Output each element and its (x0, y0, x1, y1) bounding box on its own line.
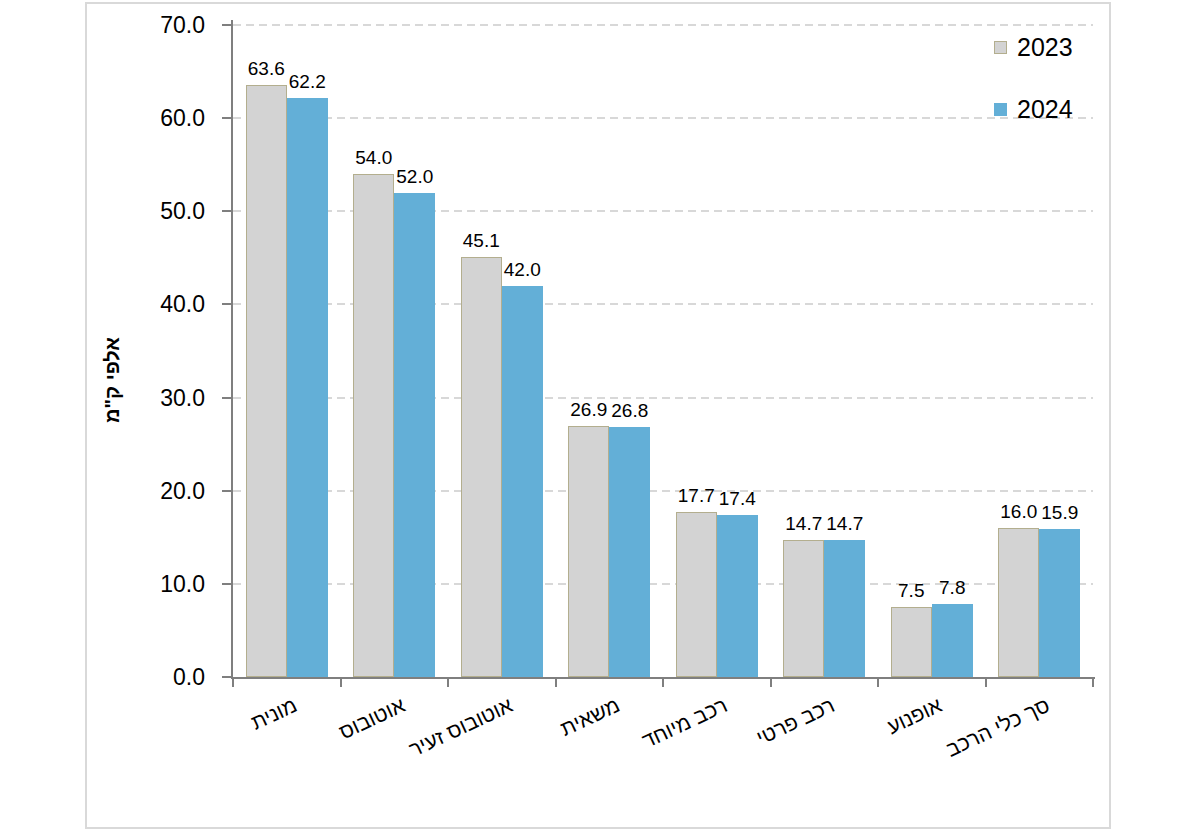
y-axis-tick (222, 303, 231, 305)
y-axis-tick (222, 24, 231, 26)
gridline (233, 117, 1093, 119)
bar-2024-7 (1039, 529, 1080, 677)
bar-chart: 0.010.020.030.040.050.060.070.0 63.662.2… (0, 0, 1200, 835)
y-axis-tick (222, 210, 231, 212)
x-axis-tick (1092, 679, 1094, 687)
legend-label-2024: 2024 (1017, 96, 1073, 122)
y-tick-label: 60.0 (110, 104, 205, 132)
y-axis-title: אלפי ק"מ (101, 337, 124, 423)
value-label-2024: 17.4 (700, 488, 774, 510)
bar-2024-1 (394, 193, 435, 677)
y-tick-label: 40.0 (110, 290, 205, 318)
x-axis-tick (877, 679, 879, 687)
value-label-2024: 14.7 (808, 513, 882, 535)
value-label-2024: 42.0 (485, 259, 559, 281)
bar-2024-5 (824, 540, 865, 677)
bar-2023-0 (246, 85, 287, 677)
y-axis-tick (222, 676, 231, 678)
y-tick-label: 10.0 (110, 570, 205, 598)
gridline (233, 24, 1093, 26)
y-axis-tick (222, 117, 231, 119)
y-axis-tick (222, 490, 231, 492)
bar-2024-0 (287, 98, 328, 677)
value-label-2024: 52.0 (378, 166, 452, 188)
bar-2023-2 (461, 257, 502, 677)
y-tick-label: 70.0 (110, 11, 205, 39)
x-axis-tick (985, 679, 987, 687)
x-axis-tick (662, 679, 664, 687)
bar-2023-3 (568, 426, 609, 677)
value-label-2024: 15.9 (1023, 502, 1097, 524)
bar-2024-6 (932, 604, 973, 677)
x-axis-tick (340, 679, 342, 687)
y-axis-line (231, 20, 233, 679)
value-label-2024: 7.8 (915, 577, 989, 599)
value-label-2023: 45.1 (444, 230, 518, 252)
bar-2023-7 (998, 528, 1039, 677)
legend-item-2023: 2023 (994, 34, 1073, 60)
y-axis-tick (222, 397, 231, 399)
value-label-2024: 26.8 (593, 400, 667, 422)
bar-2024-4 (717, 515, 758, 677)
x-axis-tick (232, 679, 234, 687)
bar-2023-1 (353, 174, 394, 677)
y-tick-label: 0.0 (110, 663, 205, 691)
x-axis-tick (770, 679, 772, 687)
bar-2024-3 (609, 427, 650, 677)
bar-2023-5 (783, 540, 824, 677)
y-axis-tick (222, 583, 231, 585)
bar-2023-4 (676, 512, 717, 677)
y-tick-label: 30.0 (110, 384, 205, 412)
x-axis-tick (447, 679, 449, 687)
y-tick-label: 50.0 (110, 197, 205, 225)
legend-swatch-2023 (994, 41, 1007, 54)
y-tick-label: 20.0 (110, 477, 205, 505)
legend-swatch-2024 (994, 103, 1007, 116)
bar-2023-6 (891, 607, 932, 677)
bar-2024-2 (502, 286, 543, 677)
legend-label-2023: 2023 (1017, 34, 1073, 60)
legend-item-2024: 2024 (994, 96, 1073, 122)
value-label-2024: 62.2 (270, 71, 344, 93)
x-axis-tick (555, 679, 557, 687)
